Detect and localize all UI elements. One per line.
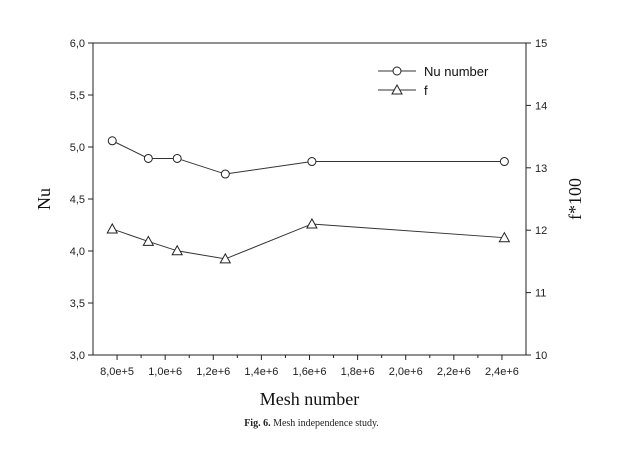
legend-marker <box>392 66 402 76</box>
figure-caption: Fig. 6. Mesh independence study. <box>0 418 623 429</box>
data-point-f <box>498 231 511 243</box>
caption-text: Mesh independence study. <box>273 418 379 429</box>
x-tick-label: 2,4e+6 <box>485 366 519 378</box>
y-tick-label: 6,0 <box>70 38 85 50</box>
data-point-f <box>219 252 232 264</box>
y-tick-label: 3,0 <box>70 350 85 362</box>
y2-tick-label: 14 <box>535 100 547 112</box>
data-point-nu <box>499 157 509 167</box>
legend-label: f <box>424 83 428 98</box>
caption-label: Fig. 6. <box>244 418 271 429</box>
x-tick-label: 2,2e+6 <box>437 366 471 378</box>
x-tick-label: 1,2e+6 <box>196 366 230 378</box>
plot-frame <box>92 42 527 356</box>
legend-label: Nu number <box>424 64 489 79</box>
y2-tick-label: 12 <box>535 225 547 237</box>
x-tick-label: 1,4e+6 <box>244 366 278 378</box>
data-point-nu <box>307 157 317 167</box>
data-point-nu <box>220 169 230 179</box>
y2-tick-label: 10 <box>535 350 547 362</box>
y-tick-label: 5,0 <box>70 142 85 154</box>
data-point-nu <box>107 136 117 146</box>
x-tick-label: 2,0e+6 <box>389 366 423 378</box>
x-tick-label: 1,6e+6 <box>293 366 327 378</box>
x-tick-label: 1,8e+6 <box>341 366 375 378</box>
y-tick-label: 3,5 <box>70 298 85 310</box>
legend-marker <box>391 83 403 95</box>
y2-tick-label: 11 <box>535 288 546 300</box>
x-axis-title: Mesh number <box>260 389 359 409</box>
y2-tick-label: 13 <box>535 163 547 175</box>
y-axis-title: Nu <box>34 188 54 210</box>
chart: 8,0e+5 1,0e+6 1,2e+6 1,4e+6 1,6e+6 1,8e+6 2,0e… <box>34 38 585 409</box>
x-tick-label: 8,0e+5 <box>100 366 134 378</box>
series-line-f <box>112 223 505 260</box>
y-tick-label: 4,5 <box>70 194 85 206</box>
data-point-f <box>142 235 155 246</box>
y-tick-label: 4,0 <box>70 246 85 258</box>
data-point-nu <box>143 153 153 163</box>
data-point-f <box>306 217 318 229</box>
y-tick-label: 5,5 <box>70 90 85 102</box>
data-point-f <box>171 244 184 256</box>
y2-tick-label: 15 <box>535 38 547 50</box>
y2-axis-title: f*100 <box>565 178 585 220</box>
x-tick-label: 1,0e+6 <box>148 366 182 378</box>
data-point-f <box>106 222 119 234</box>
data-point-nu <box>172 153 182 163</box>
series-line-nu <box>112 140 505 175</box>
